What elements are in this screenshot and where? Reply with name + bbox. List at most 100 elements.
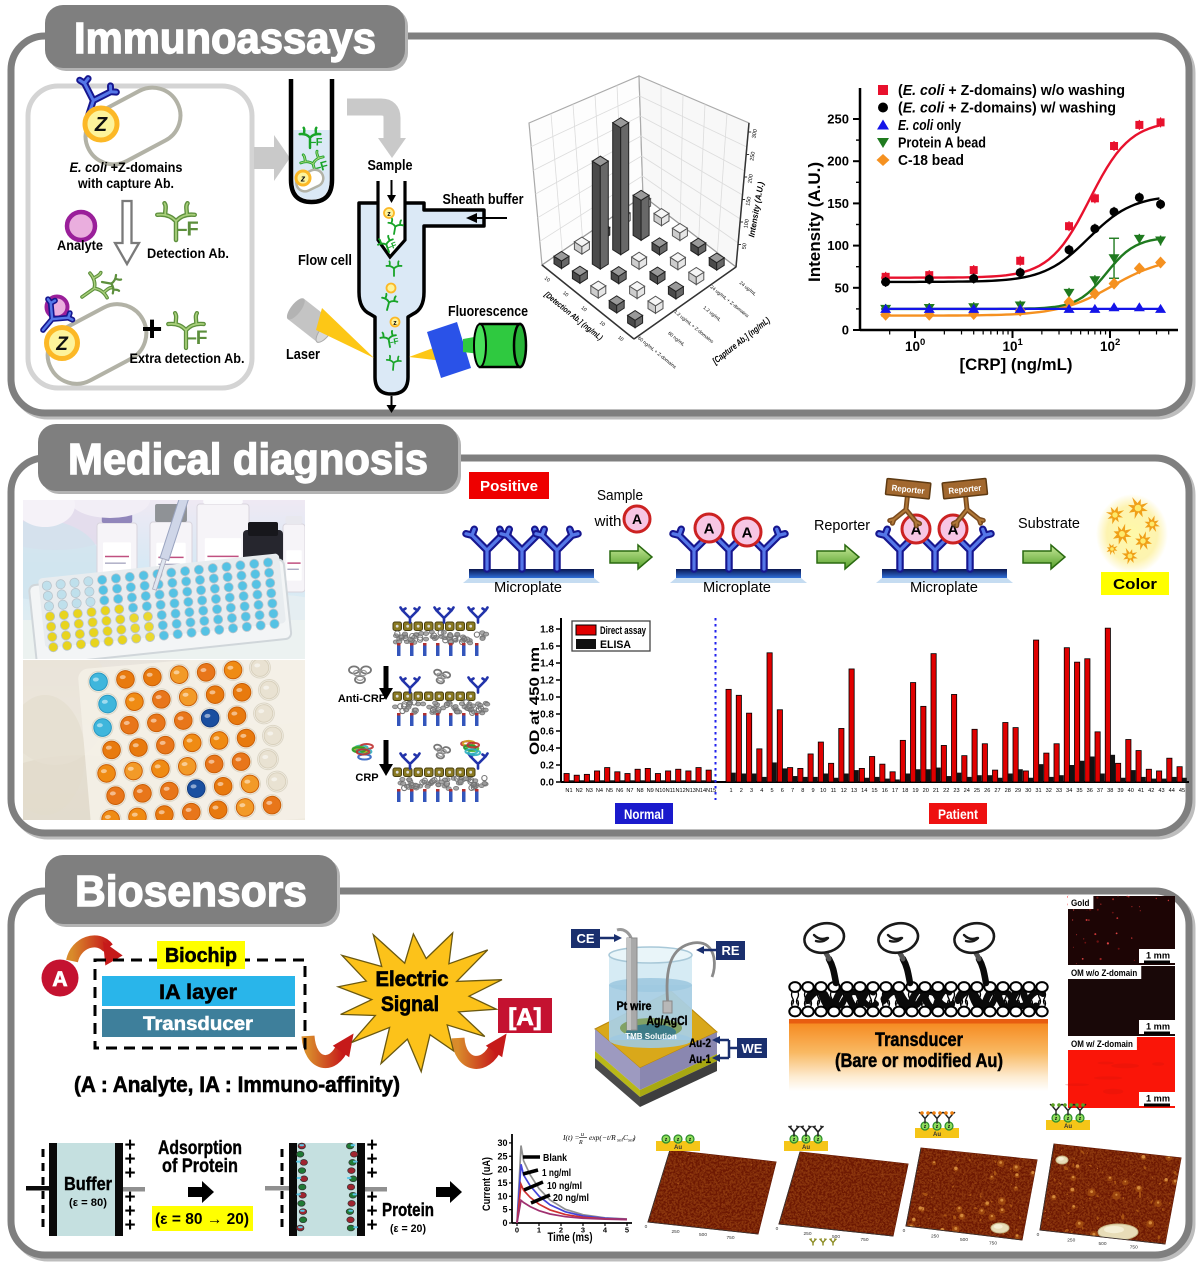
svg-text:OD at 450 nm: OD at 450 nm — [526, 647, 542, 755]
svg-text:7: 7 — [791, 788, 794, 794]
svg-text:34: 34 — [1066, 788, 1072, 794]
svg-text:(E. coli + Z-domains) w/ washi: (E. coli + Z-domains) w/ washing — [898, 101, 1116, 117]
svg-text:750: 750 — [989, 1241, 997, 1247]
svg-text:1.0: 1.0 — [540, 693, 554, 704]
svg-text:10: 10 — [616, 335, 624, 343]
svg-text:CE: CE — [576, 931, 594, 946]
svg-text:750: 750 — [1130, 1245, 1138, 1251]
svg-text:25: 25 — [974, 788, 980, 794]
svg-text:42: 42 — [1148, 788, 1154, 794]
svg-text:Ag/AgCl: Ag/AgCl — [647, 1014, 688, 1028]
svg-text:40: 40 — [1128, 788, 1134, 794]
svg-text:CRP: CRP — [355, 772, 378, 784]
svg-text:Blank: Blank — [543, 1152, 567, 1164]
svg-text:N3: N3 — [586, 788, 593, 794]
svg-text:0.4: 0.4 — [540, 744, 554, 755]
svg-text:Au: Au — [1064, 1124, 1072, 1130]
svg-text:45: 45 — [1179, 788, 1185, 794]
svg-text:250: 250 — [671, 1229, 679, 1235]
svg-text:500: 500 — [1098, 1241, 1106, 1247]
svg-text:1: 1 — [729, 788, 732, 794]
svg-text:150: 150 — [745, 196, 753, 206]
svg-text:N13: N13 — [686, 788, 696, 794]
svg-text:17: 17 — [892, 788, 898, 794]
svg-text:10: 10 — [820, 788, 826, 794]
svg-text:N8: N8 — [636, 788, 643, 794]
svg-text:C-18 bead: C-18 bead — [898, 153, 964, 169]
svg-text:Normal: Normal — [624, 806, 664, 822]
svg-text:500: 500 — [960, 1237, 968, 1243]
svg-text:(Bare or modified Au): (Bare or modified Au) — [835, 1051, 1003, 1072]
svg-text:+: + — [366, 1187, 377, 1208]
svg-text:Z: Z — [55, 334, 69, 355]
svg-text:300: 300 — [751, 129, 759, 139]
svg-text:Biochip: Biochip — [165, 945, 237, 967]
svg-text:31: 31 — [1035, 788, 1041, 794]
svg-text:32: 32 — [1046, 788, 1052, 794]
svg-text:0: 0 — [515, 1226, 519, 1235]
svg-text:1 mm: 1 mm — [1146, 1094, 1170, 1105]
svg-text:0.8: 0.8 — [540, 710, 554, 721]
svg-text:26: 26 — [984, 788, 990, 794]
svg-text:E. coli only: E. coli only — [898, 118, 961, 134]
svg-text:Gold: Gold — [1071, 898, 1090, 909]
svg-text:Au-1: Au-1 — [689, 1052, 711, 1066]
svg-text:(ε = 20): (ε = 20) — [390, 1223, 426, 1235]
svg-text:OM w/o Z-domain: OM w/o Z-domain — [1071, 968, 1137, 979]
svg-text:N7: N7 — [626, 788, 633, 794]
svg-text:Protein: Protein — [382, 1200, 434, 1220]
svg-text:1: 1 — [537, 1226, 541, 1235]
svg-text:4: 4 — [603, 1226, 608, 1235]
svg-text:Extra detection Ab.: Extra detection Ab. — [130, 351, 245, 366]
svg-text:E. coli +Z-domains: E. coli +Z-domains — [70, 160, 183, 175]
svg-text:N14: N14 — [696, 788, 706, 794]
svg-text:N5: N5 — [606, 788, 613, 794]
svg-text:14: 14 — [861, 788, 867, 794]
svg-text:Laser: Laser — [286, 347, 320, 363]
svg-text:250: 250 — [803, 1231, 811, 1237]
svg-text:(E. coli + Z-domains) w/o wash: (E. coli + Z-domains) w/o washing — [898, 83, 1125, 99]
svg-text:250: 250 — [931, 1234, 939, 1240]
svg-text:0: 0 — [502, 1218, 507, 1228]
svg-text:27: 27 — [994, 788, 1000, 794]
svg-text:15: 15 — [497, 1178, 507, 1188]
svg-text:38: 38 — [1107, 788, 1113, 794]
svg-text:+: + — [124, 1187, 135, 1208]
svg-text:[A]: [A] — [508, 1004, 541, 1031]
svg-text:z: z — [300, 174, 306, 184]
svg-text:Reporter: Reporter — [948, 482, 982, 495]
svg-text:0.6: 0.6 — [540, 727, 554, 738]
svg-text:F: F — [393, 336, 400, 347]
svg-text:with: with — [593, 514, 621, 530]
svg-text:25: 25 — [497, 1151, 507, 1161]
svg-text:37: 37 — [1097, 788, 1103, 794]
svg-text:N6: N6 — [616, 788, 623, 794]
svg-text:z: z — [387, 211, 391, 218]
svg-text:250: 250 — [749, 151, 757, 161]
svg-text:200: 200 — [827, 154, 849, 169]
svg-text:0: 0 — [842, 323, 849, 338]
svg-text:OM w/ Z-domain: OM w/ Z-domain — [1071, 1039, 1133, 1050]
svg-text:with capture Ab.: with capture Ab. — [77, 176, 174, 191]
svg-text:+: + — [124, 1201, 135, 1222]
svg-text:16: 16 — [882, 788, 888, 794]
svg-text:10: 10 — [561, 290, 569, 298]
svg-text:WE: WE — [742, 1041, 763, 1056]
svg-text:+: + — [124, 1135, 135, 1156]
svg-text:18: 18 — [902, 788, 908, 794]
svg-text:(ε = 80 → 20): (ε = 80 → 20) — [155, 1211, 249, 1228]
svg-text:20 ng/ml: 20 ng/ml — [553, 1192, 589, 1204]
svg-text:Reporter: Reporter — [891, 483, 925, 496]
svg-text:33: 33 — [1056, 788, 1062, 794]
svg-text:+: + — [366, 1163, 377, 1184]
svg-text:ELISA: ELISA — [600, 639, 631, 651]
svg-text:z: z — [1079, 1116, 1082, 1122]
svg-text:39: 39 — [1117, 788, 1123, 794]
svg-text:A: A — [632, 511, 642, 527]
svg-text:z: z — [1055, 1116, 1058, 1122]
svg-text:z: z — [665, 1137, 668, 1143]
svg-text:20: 20 — [497, 1165, 507, 1175]
svg-text:+: + — [124, 1215, 135, 1236]
svg-text:Analyte: Analyte — [57, 238, 103, 253]
svg-text:Direct assay: Direct assay — [600, 625, 647, 637]
